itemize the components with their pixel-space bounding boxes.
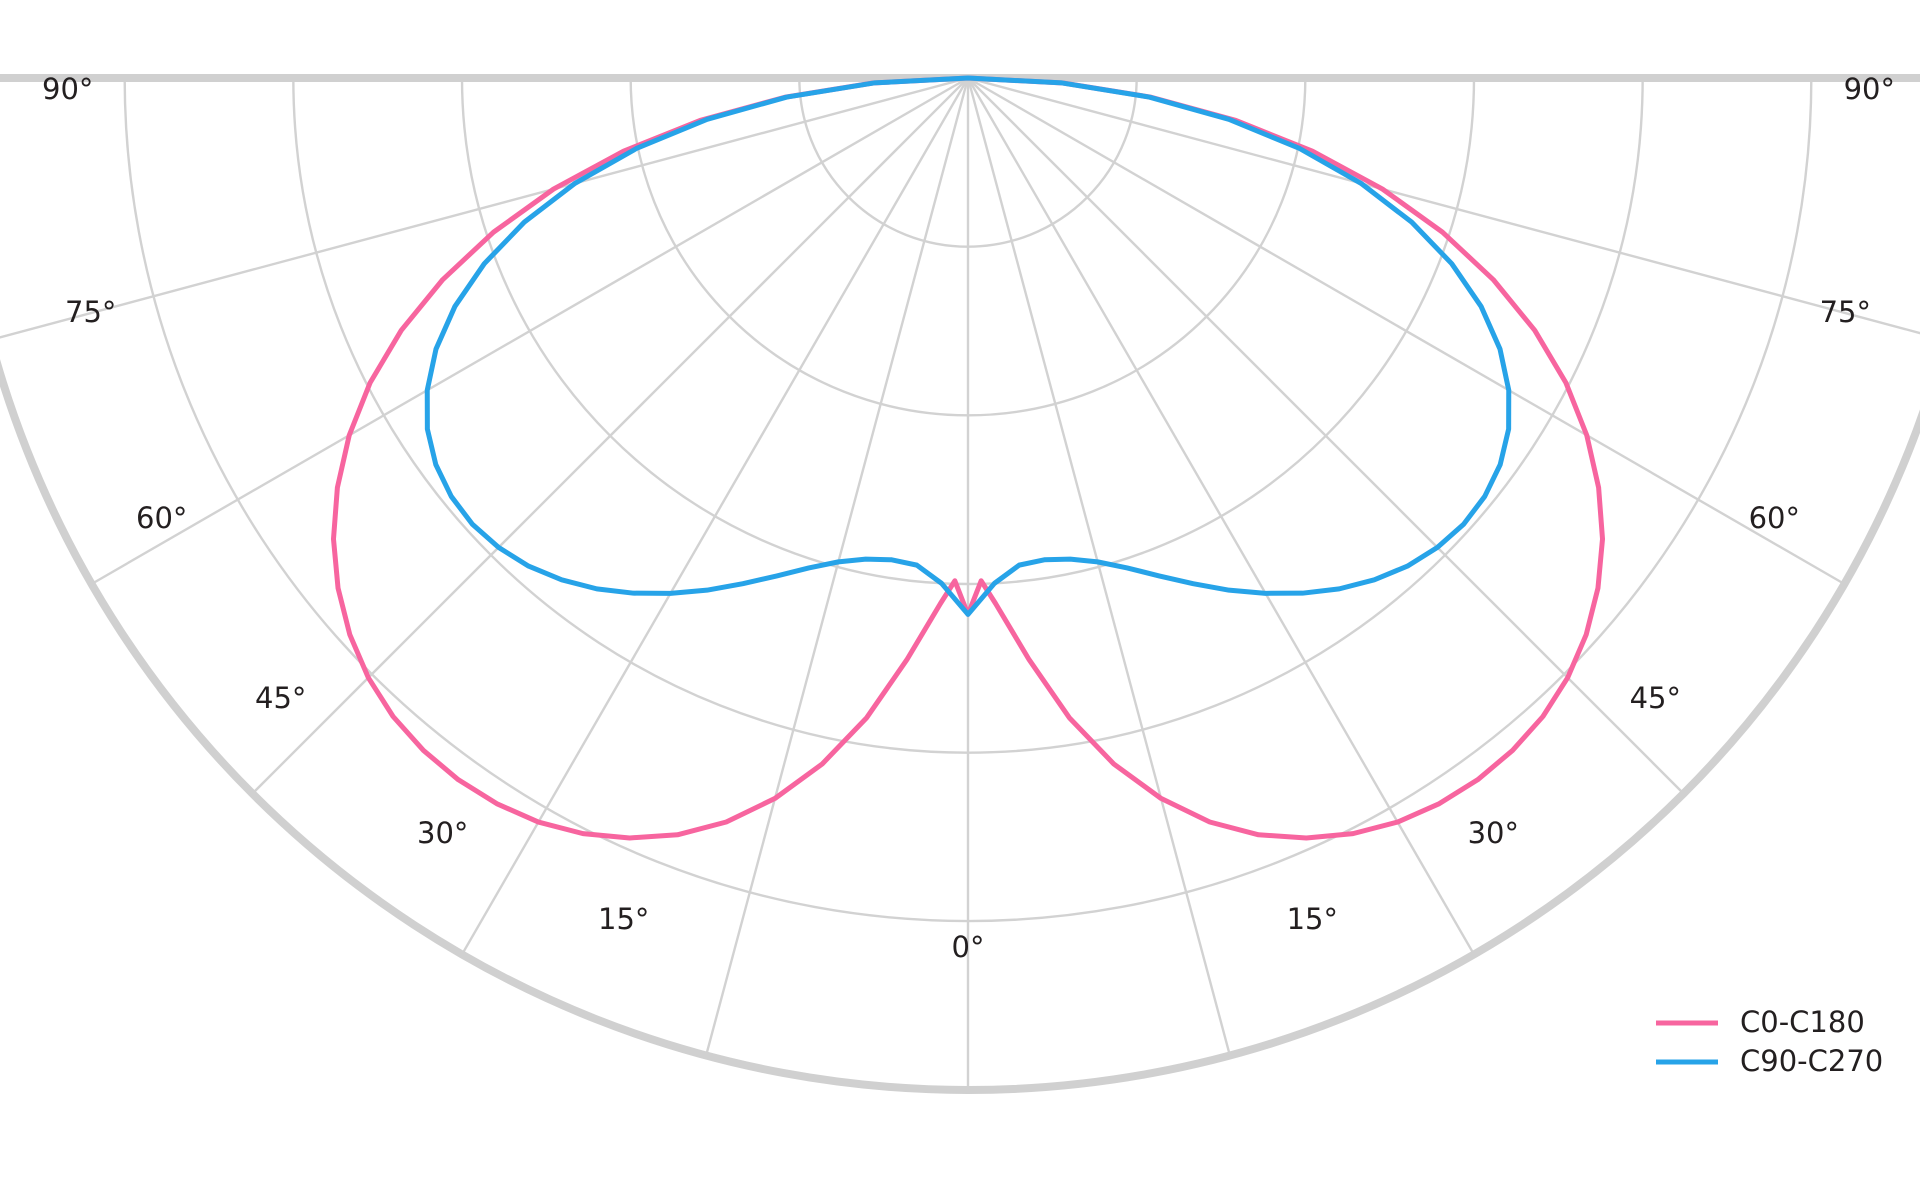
- angle-tick-label: 75°: [65, 295, 116, 329]
- legend-label-1[interactable]: C90-C270: [1740, 1044, 1883, 1078]
- angle-tick-label: 30°: [417, 816, 468, 850]
- axis-tick-labels: 90° 75° 60° 45° 30° 15° 90° 75° 60° 45° 30° 15° 0°: [42, 72, 1895, 964]
- angle-tick-label: 30°: [1468, 816, 1519, 850]
- angle-tick-label: 45°: [255, 681, 306, 715]
- series-curve-1: [424, 75, 1512, 617]
- angle-tick-label: 60°: [136, 501, 187, 535]
- angle-tick-label: 60°: [1749, 501, 1800, 535]
- angle-tick-label: 45°: [1630, 681, 1681, 715]
- angle-tick-label: 15°: [1287, 902, 1338, 936]
- angle-tick-label: 75°: [1820, 295, 1871, 329]
- angle-tick-label-center: 0°: [952, 930, 985, 964]
- angle-tick-label: 90°: [1844, 72, 1895, 106]
- series-curves: [330, 75, 1606, 841]
- angle-tick-label: 15°: [598, 902, 649, 936]
- grid-spokes: [0, 76, 1920, 1092]
- chart-legend: C0-C180 C90-C270: [1656, 1005, 1883, 1078]
- legend-label-0[interactable]: C0-C180: [1740, 1005, 1865, 1039]
- angle-tick-label: 90°: [42, 72, 93, 106]
